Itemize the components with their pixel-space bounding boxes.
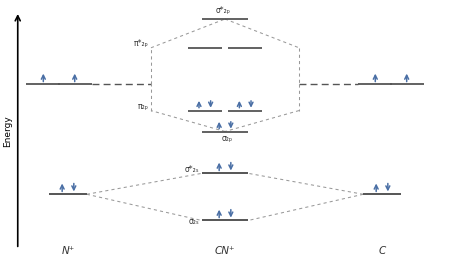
Text: C: C [378, 246, 386, 256]
Text: π*₂ₚ: π*₂ₚ [134, 39, 149, 48]
Text: σ₂ₛ: σ₂ₛ [188, 217, 199, 226]
Text: N⁺: N⁺ [61, 246, 75, 256]
Text: Energy: Energy [3, 116, 12, 147]
Text: σ*₂ₚ: σ*₂ₚ [215, 6, 230, 15]
Text: σ*₂ₛ: σ*₂ₛ [184, 165, 199, 174]
Text: π₂ₚ: π₂ₚ [138, 102, 149, 111]
Text: σ₂ₚ: σ₂ₚ [222, 134, 233, 143]
Text: CN⁺: CN⁺ [215, 246, 235, 256]
